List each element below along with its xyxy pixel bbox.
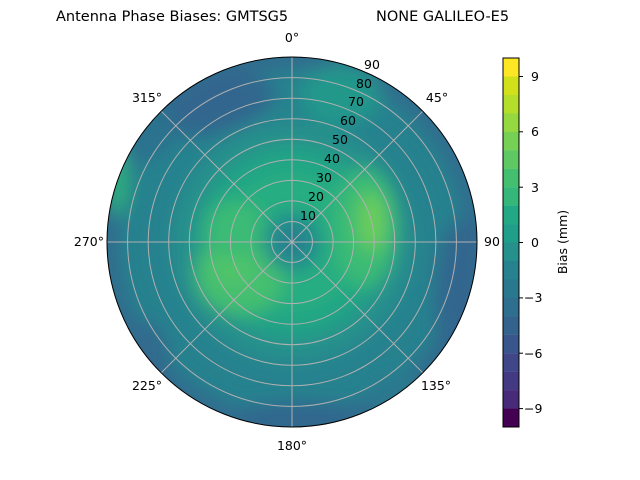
colorbar-tick-minus3: −3 bbox=[524, 290, 542, 305]
radial-label-80: 80 bbox=[356, 76, 372, 91]
azimuth-label-225: 225° bbox=[132, 378, 162, 393]
radial-label-90: 90 bbox=[364, 57, 380, 72]
colorbar-tick-3: 3 bbox=[531, 180, 539, 195]
azimuth-label-180: 180° bbox=[277, 438, 307, 453]
angular-gridlines bbox=[107, 57, 477, 427]
chart-title: Antenna Phase Biases: GMTSG5 bbox=[56, 9, 289, 25]
colorbar bbox=[502, 57, 520, 428]
colorbar-tick-0: 0 bbox=[531, 235, 539, 250]
colorbar-tick-6: 6 bbox=[531, 124, 539, 139]
colorbar-ticks bbox=[519, 76, 523, 410]
radial-label-10: 10 bbox=[300, 208, 316, 223]
radial-label-20: 20 bbox=[308, 189, 324, 204]
colorbar-tick-minus9: −9 bbox=[524, 401, 542, 416]
colorbar-tick-minus6: −6 bbox=[524, 346, 542, 361]
azimuth-label-90: 90 bbox=[484, 234, 500, 249]
radial-label-70: 70 bbox=[348, 94, 364, 109]
chart-subtitle: NONE GALILEO-E5 bbox=[376, 9, 510, 25]
colorbar-tick-9: 9 bbox=[531, 69, 539, 84]
polar-border bbox=[106, 56, 478, 428]
azimuth-label-135: 135° bbox=[421, 378, 451, 393]
radial-label-30: 30 bbox=[316, 170, 332, 185]
azimuth-label-315: 315° bbox=[132, 90, 162, 105]
radial-label-60: 60 bbox=[340, 113, 356, 128]
colorbar-label: Bias (mm) bbox=[555, 210, 570, 274]
azimuth-label-0: 0° bbox=[285, 30, 299, 45]
radial-label-40: 40 bbox=[324, 151, 340, 166]
azimuth-label-270: 270° bbox=[74, 234, 104, 249]
radial-label-50: 50 bbox=[332, 132, 348, 147]
azimuth-label-45: 45° bbox=[426, 90, 448, 105]
